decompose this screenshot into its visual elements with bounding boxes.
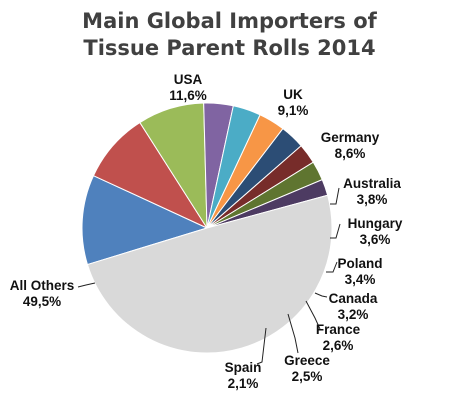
slice-value-greece: 2,5% bbox=[292, 369, 323, 384]
slice-label-spain: Spain bbox=[225, 360, 262, 375]
slice-value-germany: 8,6% bbox=[335, 146, 366, 161]
slice-label-canada: Canada bbox=[329, 291, 378, 306]
slice-value-france: 2,6% bbox=[323, 338, 354, 353]
leader-line-all-others bbox=[77, 282, 96, 288]
leader-line-canada bbox=[314, 292, 328, 298]
chart-title-line-1: Main Global Importers of bbox=[82, 9, 377, 33]
leader-line-australia bbox=[330, 187, 340, 205]
leader-line-spain bbox=[256, 327, 267, 365]
leader-line-poland bbox=[326, 261, 338, 273]
leader-line-greece bbox=[287, 313, 299, 354]
slice-label-uk: UK bbox=[283, 87, 303, 102]
pie-slice-all-others bbox=[86, 194, 333, 354]
chart-title: Main Global Importers of Tissue Parent R… bbox=[0, 8, 459, 62]
leader-line-hungary bbox=[330, 223, 341, 239]
leader-line-france bbox=[305, 300, 321, 330]
slice-value-australia: 3,8% bbox=[357, 192, 388, 207]
chart-title-line-2: Tissue Parent Rolls 2014 bbox=[83, 36, 376, 60]
slice-value-spain: 2,1% bbox=[228, 376, 259, 391]
slice-label-france: France bbox=[316, 322, 361, 337]
pie-slice-usa bbox=[81, 174, 209, 266]
slice-value-all-others: 49,5% bbox=[23, 294, 61, 309]
slice-value-poland: 3,4% bbox=[345, 272, 376, 287]
slice-label-poland: Poland bbox=[337, 256, 382, 271]
slice-value-usa: 11,6% bbox=[169, 88, 207, 103]
slice-label-hungary: Hungary bbox=[348, 216, 403, 231]
slice-label-australia: Australia bbox=[343, 176, 401, 191]
slice-label-all-others: All Others bbox=[10, 278, 75, 293]
slice-value-canada: 3,2% bbox=[338, 307, 369, 322]
slice-label-germany: Germany bbox=[321, 130, 380, 145]
slice-label-greece: Greece bbox=[284, 353, 330, 368]
slice-label-usa: USA bbox=[174, 72, 203, 87]
slice-value-uk: 9,1% bbox=[278, 103, 309, 118]
slice-value-hungary: 3,6% bbox=[360, 232, 391, 247]
